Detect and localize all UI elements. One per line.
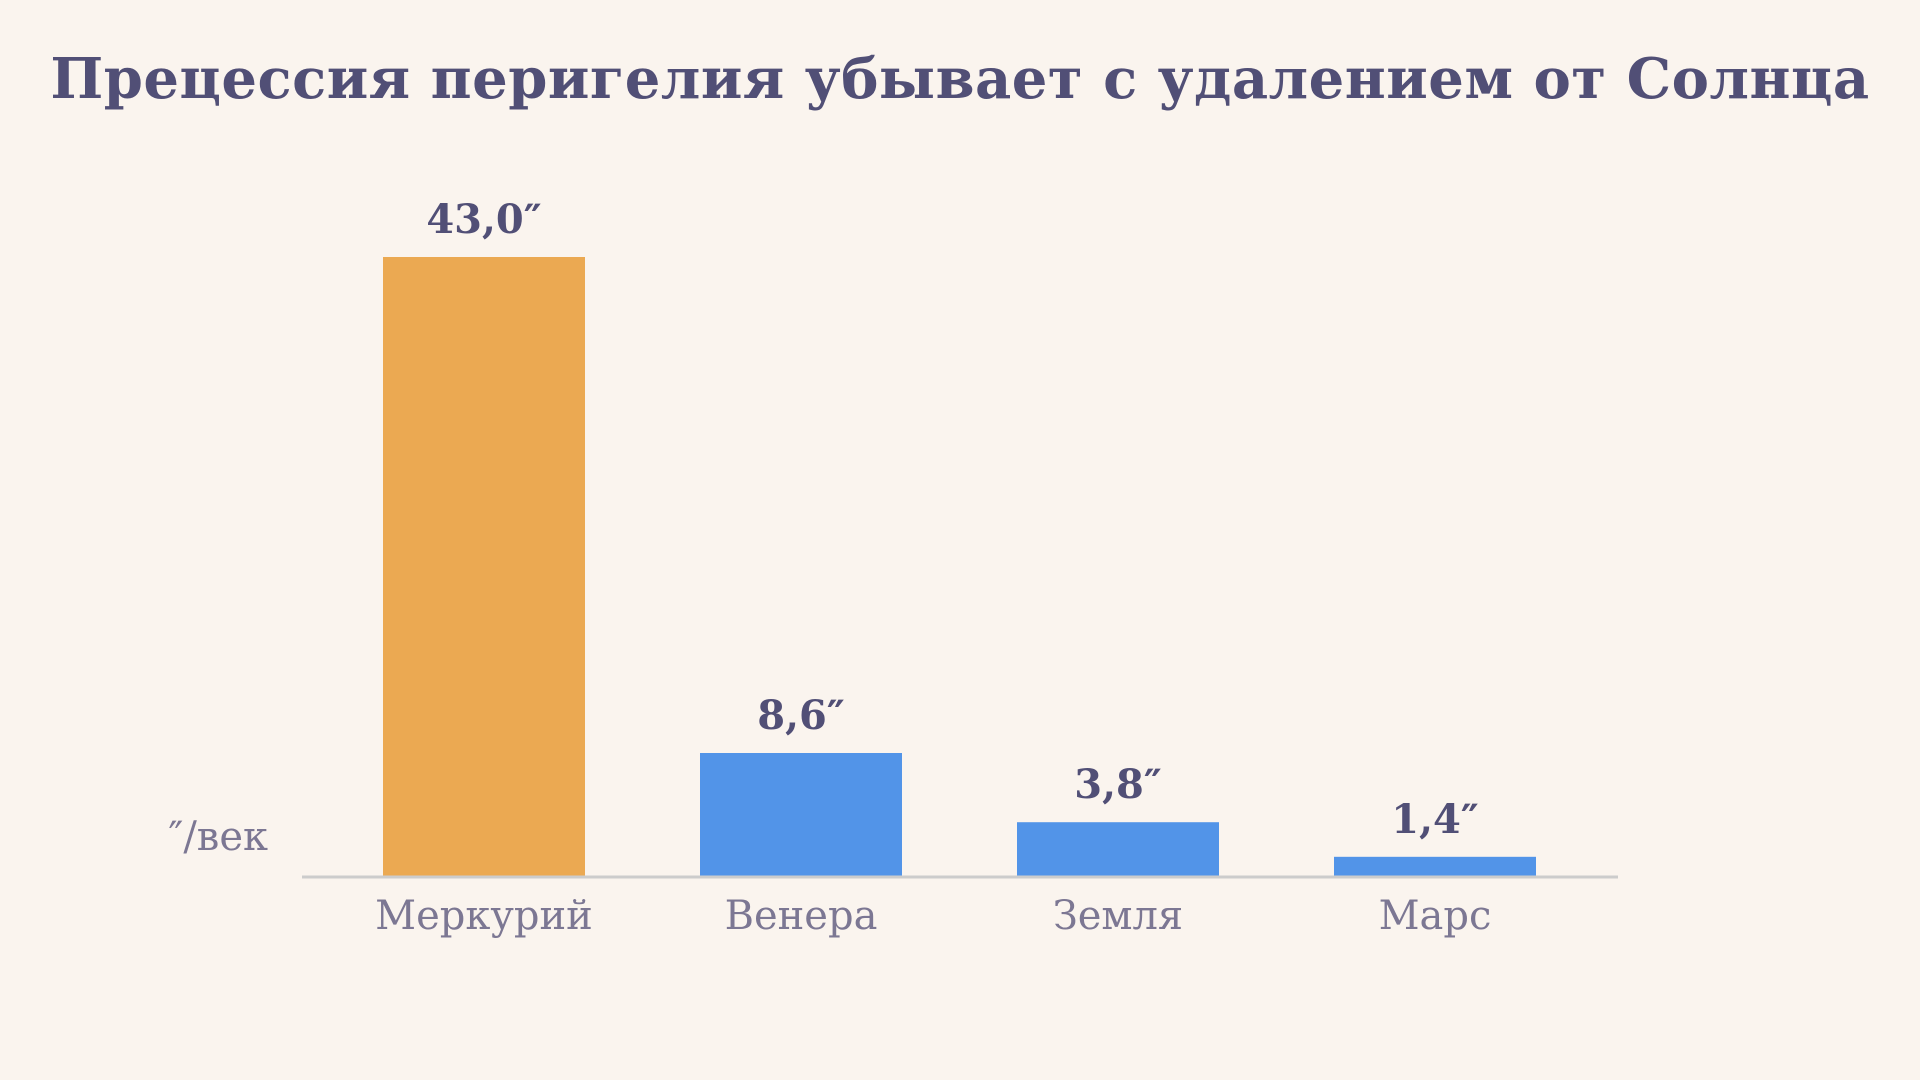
x-tick-label: Венера: [725, 893, 878, 939]
y-axis-unit-label: ″/век: [168, 814, 268, 860]
labels-layer: 43,0″ Меркурий 8,6″ Венера 3,8″ Земля 1,4″ Марс: [375, 196, 1491, 939]
bar-value-label: 3,8″: [1074, 761, 1161, 808]
x-tick-label: Меркурий: [375, 893, 593, 939]
bar-3: [1334, 856, 1536, 877]
bar-0: [383, 257, 585, 877]
bar-1: [700, 753, 902, 877]
chart-title: Прецессия перигелия убывает с удалением …: [50, 46, 1870, 112]
bar-value-label: 1,4″: [1391, 796, 1478, 843]
bars-layer: [383, 257, 1536, 877]
bar-value-label: 8,6″: [757, 692, 844, 739]
x-tick-label: Земля: [1053, 893, 1183, 939]
bar-value-label: 43,0″: [426, 196, 541, 243]
x-tick-label: Марс: [1379, 893, 1492, 939]
bar-2: [1017, 822, 1219, 877]
